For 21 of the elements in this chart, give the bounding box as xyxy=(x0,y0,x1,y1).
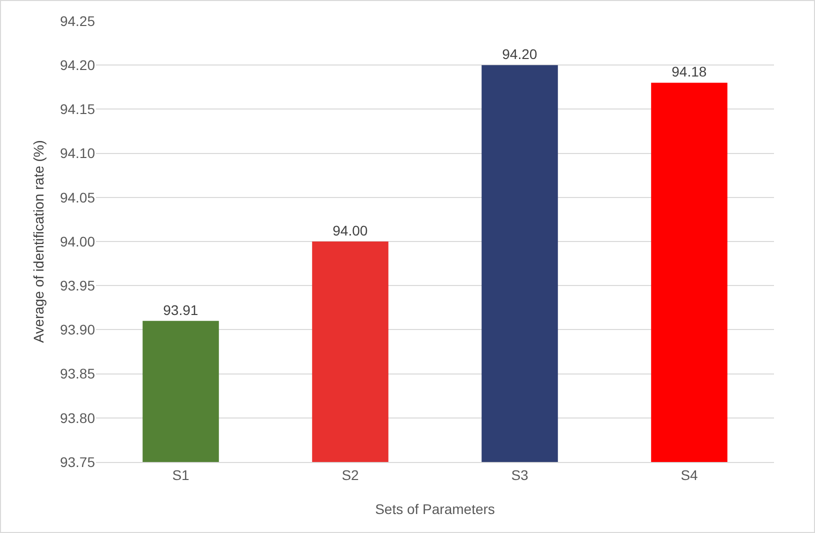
x-axis-title: Sets of Parameters xyxy=(375,501,495,517)
y-axis-title: Average of identification rate (%) xyxy=(30,140,47,343)
y-tick-label: 93.90 xyxy=(60,322,96,338)
y-tick-label: 94.15 xyxy=(60,101,96,118)
data-label: 94.20 xyxy=(502,46,538,62)
y-tick-label: 94.10 xyxy=(60,145,96,162)
y-tick-label: 93.80 xyxy=(60,410,96,426)
y-tick-label: 93.95 xyxy=(60,278,96,294)
x-tick-label: S4 xyxy=(680,466,698,483)
data-label: 94.00 xyxy=(332,222,368,238)
x-tick-label: S1 xyxy=(172,466,190,483)
x-tick-label: S3 xyxy=(511,466,529,483)
y-tick-label: 94.00 xyxy=(60,233,96,250)
y-tick-label: 94.20 xyxy=(60,57,96,73)
y-tick-label: 94.05 xyxy=(60,189,96,206)
y-tick-label: 93.85 xyxy=(60,366,96,382)
data-label: 94.18 xyxy=(672,64,707,80)
data-label: 93.91 xyxy=(163,302,198,318)
y-tick-label: 93.75 xyxy=(60,454,96,470)
y-tick-label: 94.25 xyxy=(60,12,96,29)
x-tick-label: S2 xyxy=(342,466,360,483)
